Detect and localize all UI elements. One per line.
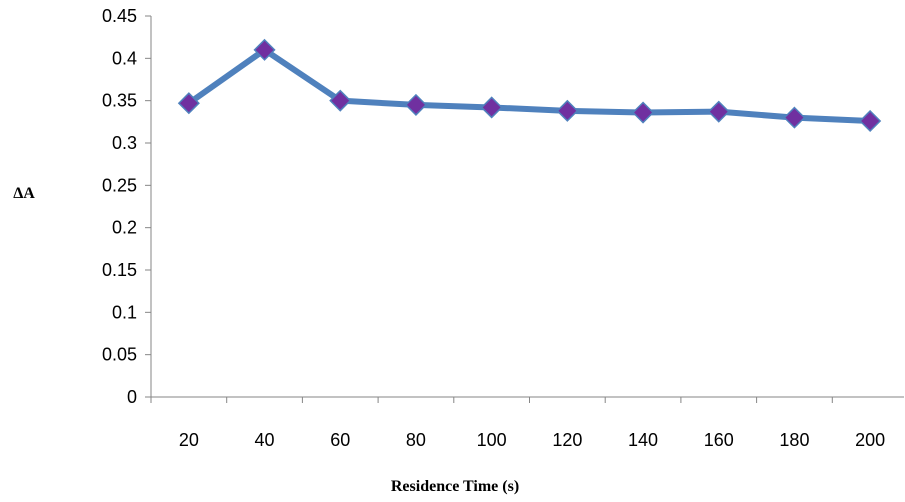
x-tick-label: 20 — [179, 430, 199, 450]
x-tick-label: 80 — [406, 430, 426, 450]
y-tick-label: 0.4 — [112, 48, 137, 68]
data-point-marker — [177, 92, 200, 115]
data-point-marker — [253, 38, 276, 61]
series-layer — [177, 38, 882, 133]
x-axis-ticks: 20 40 60 80 100 120 140 160 180 200 — [150, 397, 885, 450]
data-point-marker — [329, 89, 352, 112]
y-tick-label: 0.1 — [112, 302, 137, 322]
data-point-marker — [480, 96, 503, 119]
series-line — [185, 46, 874, 124]
data-point-marker — [404, 93, 428, 116]
y-tick-label: 0 — [127, 387, 137, 407]
data-point-marker — [783, 106, 806, 129]
x-tick-label: 60 — [330, 430, 350, 450]
x-axis-title: Residence Time (s) — [391, 478, 519, 495]
y-axis-ticks: 0 0.05 0.1 0.15 0.2 0.25 0.3 0.35 0.4 0.45 — [102, 6, 151, 407]
data-point-marker — [556, 99, 579, 122]
y-axis-title: ΔA — [13, 185, 35, 202]
x-tick-label: 40 — [255, 430, 275, 450]
y-tick-label: 0.3 — [112, 133, 137, 153]
data-point-marker — [707, 100, 730, 123]
data-point-marker — [631, 101, 655, 124]
x-tick-label: 160 — [704, 430, 734, 450]
x-tick-label: 140 — [628, 430, 658, 450]
x-tick-label: 200 — [855, 430, 885, 450]
y-tick-label: 0.15 — [102, 260, 137, 280]
y-tick-label: 0.05 — [102, 345, 137, 365]
x-tick-label: 120 — [552, 430, 582, 450]
x-tick-label: 180 — [779, 430, 809, 450]
y-tick-label: 0.25 — [102, 175, 137, 195]
y-tick-label: 0.45 — [102, 6, 137, 26]
y-tick-label: 0.2 — [112, 218, 137, 238]
data-point-marker — [859, 109, 882, 133]
x-tick-label: 100 — [477, 430, 507, 450]
y-tick-label: 0.35 — [102, 91, 137, 111]
